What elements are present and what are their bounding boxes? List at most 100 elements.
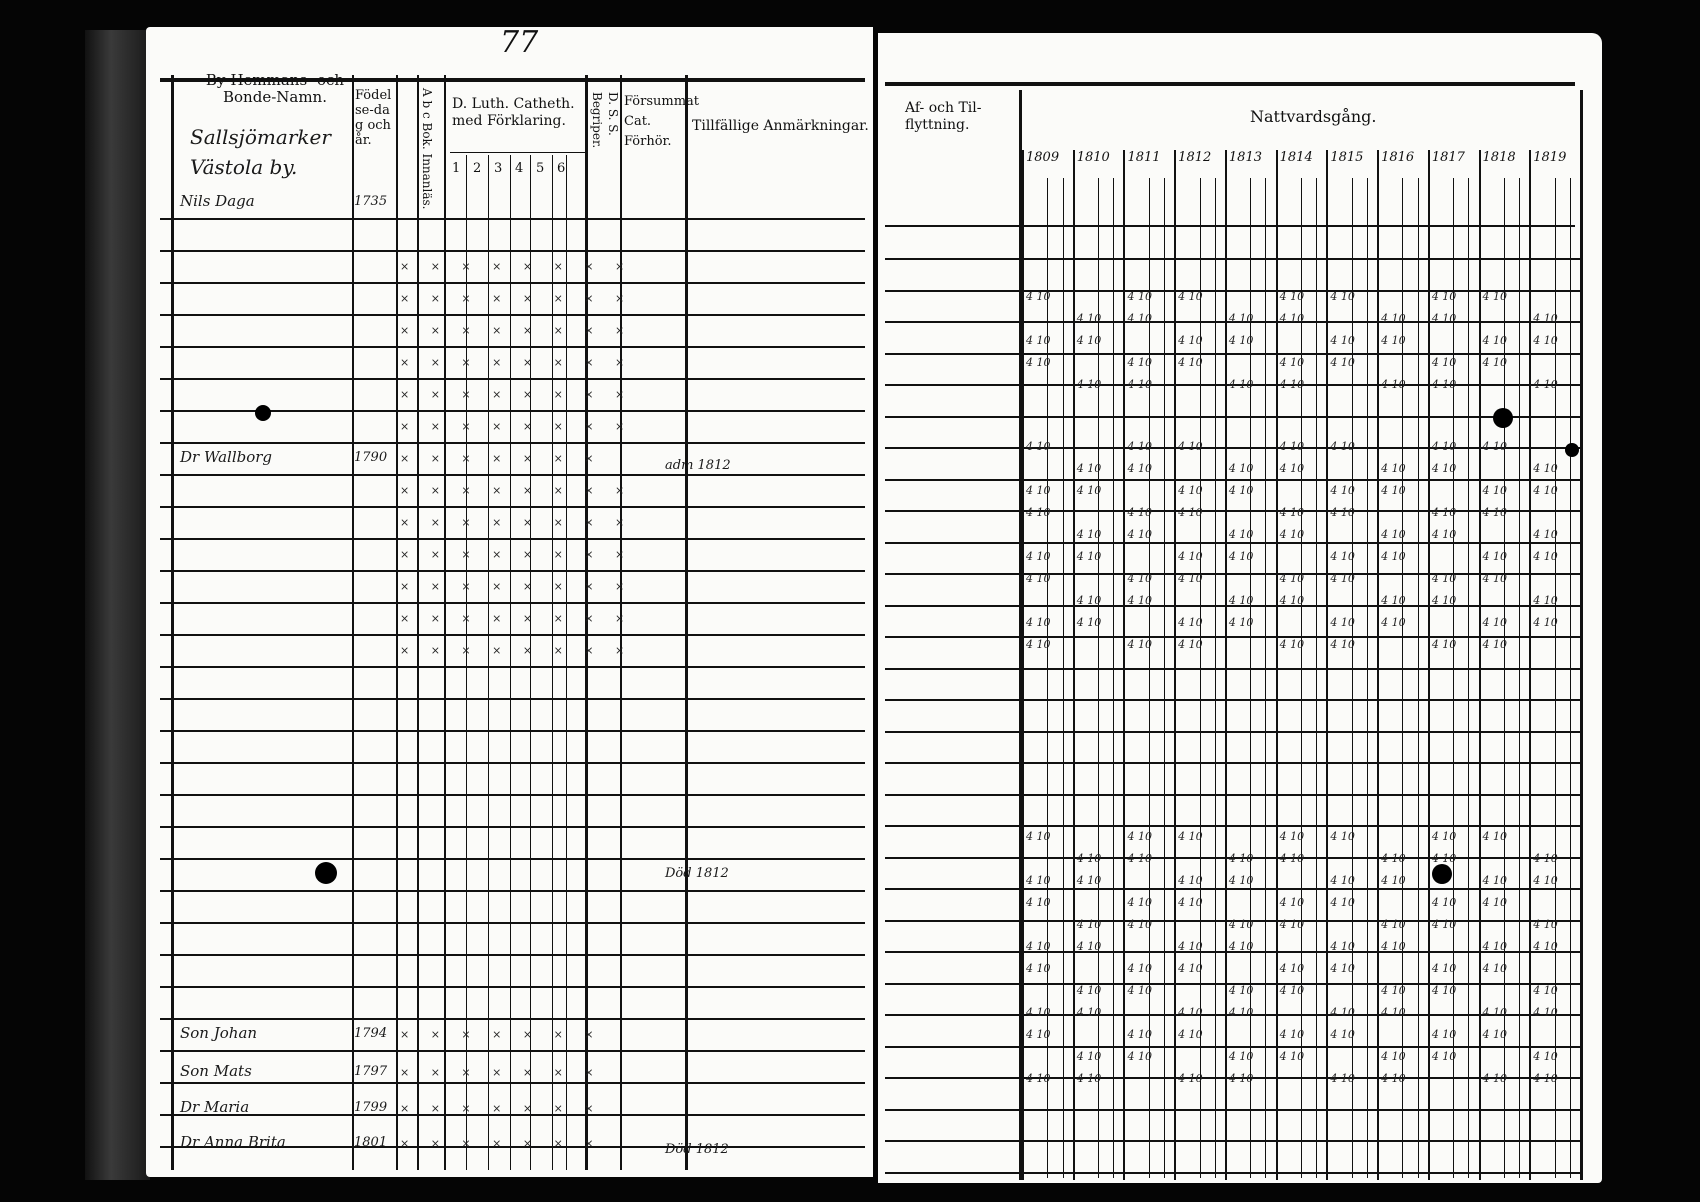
communion-tally: 4 10 [1330, 830, 1355, 843]
communion-tally: 4 10 [1279, 290, 1305, 303]
entry-birth-year: 1790 [354, 450, 388, 465]
entry-birth-year: 1735 [354, 194, 388, 209]
communion-tally: 4 10 [1381, 940, 1406, 953]
row-rule [885, 604, 1580, 607]
row-rule [160, 1114, 865, 1116]
row-rule [160, 346, 865, 348]
row-rule [160, 1146, 865, 1148]
catechism-checkmarks: × × × × × × × × [400, 548, 634, 561]
communion-tally: 4 10 [1431, 962, 1457, 975]
column-rule [685, 75, 688, 1170]
communion-tally: 4 10 [1431, 1050, 1457, 1063]
year-header: 1816 [1381, 150, 1415, 165]
entry-name: Son Johan [180, 1024, 258, 1042]
communion-tally: 4 10 [1330, 356, 1355, 369]
subcolumn-rule [1554, 178, 1556, 1178]
communion-tally: 4 10 [1228, 312, 1254, 325]
row-rule [160, 1082, 865, 1084]
row-rule [885, 636, 1580, 638]
year-column-rule [1224, 150, 1227, 1180]
row-rule [160, 538, 865, 540]
communion-tally: 4 10 [1381, 462, 1406, 475]
row-rule [885, 1077, 1580, 1079]
row-rule [885, 919, 1580, 922]
column-rule [417, 75, 419, 1170]
column-rule [510, 155, 511, 1170]
row-rule [885, 667, 1580, 670]
communion-tally: 4 10 [1178, 830, 1203, 843]
right-page [878, 33, 1602, 1183]
subcolumn-rule [1402, 178, 1404, 1178]
communion-tally: 4 10 [1127, 572, 1152, 585]
communion-tally: 4 10 [1533, 874, 1558, 887]
communion-tally: 4 10 [1431, 918, 1457, 931]
subcolumn-rule [1503, 178, 1505, 1178]
communion-tally: 4 10 [1127, 638, 1152, 651]
communion-tally: 4 10 [1381, 594, 1406, 607]
year-header: 1812 [1178, 150, 1212, 165]
column-rule [171, 75, 174, 1170]
communion-tally: 4 10 [1127, 1028, 1152, 1041]
communion-tally: 4 10 [1279, 506, 1305, 519]
entry-birth-year: 1801 [354, 1135, 388, 1150]
communion-tally: 4 10 [1330, 616, 1355, 629]
header-moves: Af- och Til-flyttning. [905, 100, 982, 133]
communion-tally: 4 10 [1381, 378, 1406, 391]
subcolumn-rule [1113, 178, 1115, 1178]
communion-tally: 4 10 [1482, 940, 1508, 953]
communion-tally: 4 10 [1482, 440, 1508, 453]
book-spine [85, 30, 150, 1180]
subcolumn-rule [1062, 178, 1064, 1178]
communion-tally: 4 10 [1381, 1006, 1406, 1019]
communion-tally: 4 10 [1076, 462, 1102, 475]
remark-text: Död 1812 [665, 1142, 729, 1157]
row-rule [160, 602, 865, 604]
communion-tally: 4 10 [1026, 356, 1051, 369]
row-rule [885, 793, 1580, 796]
communion-tally: 4 10 [1279, 1050, 1305, 1063]
entry-name: Nils Daga [180, 192, 255, 210]
communion-tally: 4 10 [1076, 940, 1102, 953]
communion-tally: 4 10 [1178, 440, 1203, 453]
row-rule [885, 541, 1580, 544]
subcolumn-rule [1316, 178, 1318, 1178]
communion-tally: 4 10 [1330, 638, 1355, 651]
communion-tally: 4 10 [1228, 852, 1254, 865]
communion-tally: 4 10 [1330, 962, 1355, 975]
column-rule [352, 75, 354, 1170]
row-rule [885, 447, 1580, 449]
communion-tally: 4 10 [1279, 1028, 1305, 1041]
communion-tally: 4 10 [1279, 638, 1305, 651]
remark-text: Död 1812 [665, 866, 729, 881]
subcolumn-rule [1214, 178, 1216, 1178]
year-column-rule [1377, 150, 1380, 1180]
communion-tally: 4 10 [1533, 550, 1558, 563]
row-rule [885, 762, 1580, 764]
communion-tally: 4 10 [1228, 528, 1254, 541]
communion-tally: 4 10 [1279, 356, 1305, 369]
communion-tally: 4 10 [1127, 896, 1152, 909]
communion-tally: 4 10 [1178, 356, 1203, 369]
communion-tally: 4 10 [1026, 962, 1051, 975]
year-column-rule [1072, 150, 1075, 1180]
row-rule [160, 794, 865, 796]
communion-tally: 4 10 [1228, 550, 1254, 563]
communion-tally: 4 10 [1026, 874, 1051, 887]
communion-tally: 4 10 [1228, 594, 1254, 607]
communion-tally: 4 10 [1330, 1072, 1355, 1085]
communion-tally: 4 10 [1482, 356, 1508, 369]
communion-tally: 4 10 [1127, 462, 1152, 475]
communion-tally: 4 10 [1330, 290, 1355, 303]
communion-tally: 4 10 [1026, 830, 1051, 843]
row-rule [160, 954, 865, 956]
communion-tally: 4 10 [1228, 616, 1254, 629]
communion-tally: 4 10 [1076, 528, 1102, 541]
year-header: 1811 [1127, 150, 1161, 165]
communion-tally: 4 10 [1330, 440, 1355, 453]
subheader-rule [450, 152, 585, 153]
row-rule [160, 890, 865, 892]
communion-tally: 4 10 [1178, 1006, 1203, 1019]
communion-tally: 4 10 [1482, 896, 1508, 909]
communion-tally: 4 10 [1026, 440, 1051, 453]
communion-tally: 4 10 [1076, 594, 1102, 607]
